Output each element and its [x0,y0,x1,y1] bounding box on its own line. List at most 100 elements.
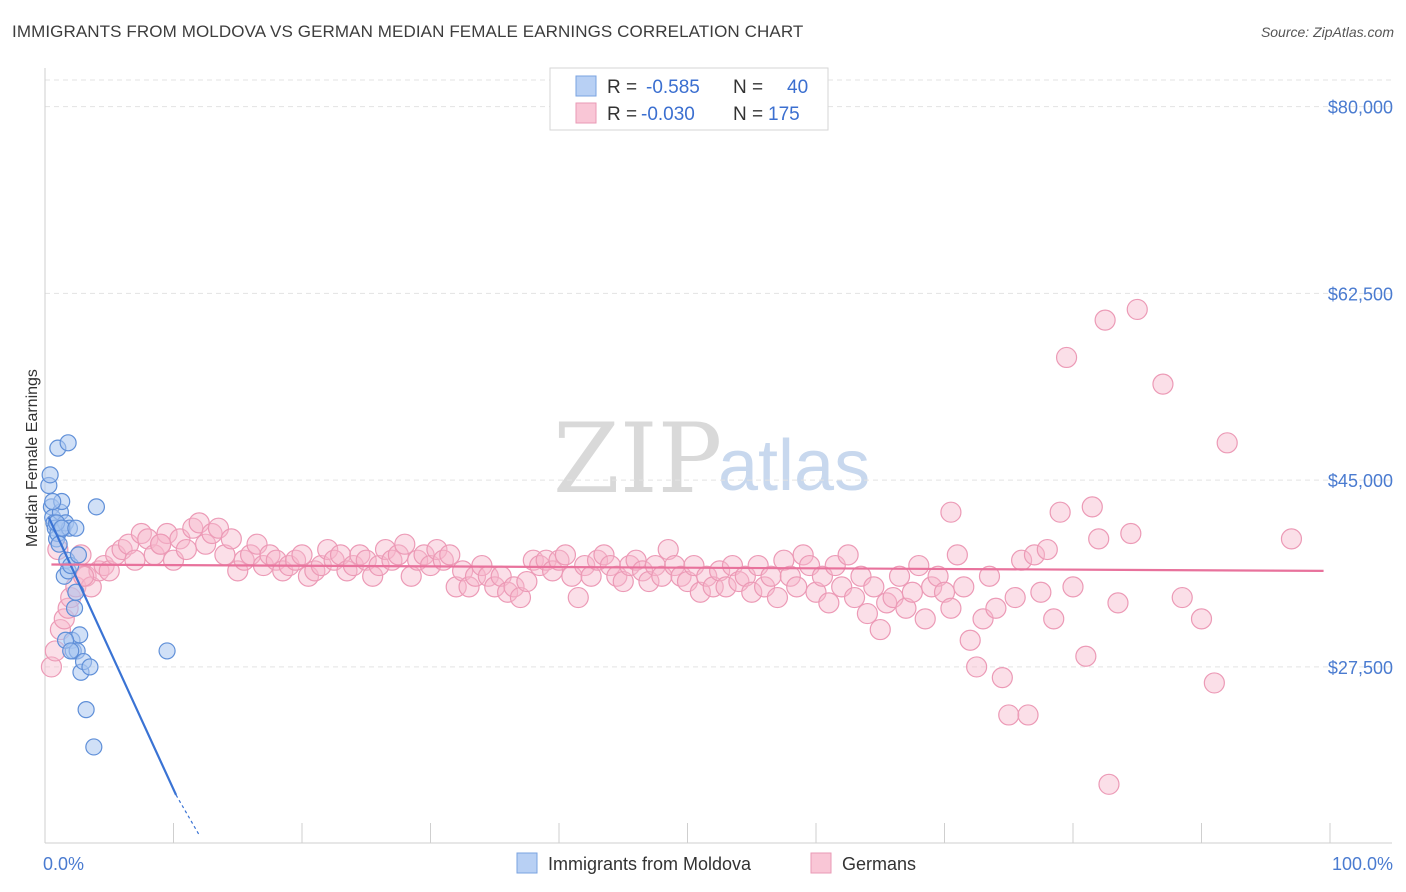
germans-point-96 [638,570,660,593]
germans-point-145 [953,576,975,598]
bottom-legend-label-moldova: Immigrants from Moldova [548,854,752,874]
moldova-point-27 [77,701,95,719]
germans-point-83 [554,544,577,566]
germans-point-152 [998,704,1020,726]
germans-point-97 [644,554,666,577]
chart-title: IMMIGRANTS FROM MOLDOVA VS GERMAN MEDIAN… [12,22,804,41]
germans-point-153 [1004,586,1026,609]
germans-point-118 [779,565,801,587]
correlation-legend: R = -0.585 N = 40 R = -0.030 N = 175 [549,67,829,131]
germans-point-165 [1088,528,1110,550]
germans-point-142 [933,581,956,603]
germans-point-106 [702,576,724,598]
germans-point-58 [394,533,416,555]
germans-point-158 [1036,538,1058,561]
moldova-point-29 [85,738,103,756]
germans-point-0 [40,656,63,678]
watermark-zip: ZIP [553,403,722,515]
moldova-point-20 [65,599,84,617]
germans-point-159 [1043,608,1065,630]
legend-n-label-2: N = [733,104,763,125]
germans-point-179 [150,533,172,555]
bottom-legend-label-germans: Germans [842,854,916,874]
germans-point-157 [1030,581,1052,603]
germans-point-85 [567,586,589,609]
moldova-point-37 [62,642,80,660]
germans-point-116 [766,586,789,609]
bottom-legend-swatch-pink [810,852,832,874]
moldova-point-39 [67,519,85,537]
germans-point-128 [843,586,866,609]
moldova-point-30 [87,498,106,516]
y-tick-label-2: $45,000 [1328,471,1393,491]
germans-point-167 [1098,773,1120,795]
x-tick-label-1: 100.0% [1332,854,1393,874]
germans-point-24 [175,538,197,561]
y-axis-label: Median Female Earnings [24,369,41,547]
germans-point-18 [137,528,159,550]
germans-point-65 [439,544,461,566]
germans-point-80 [535,549,557,571]
germans-point-163 [1075,645,1097,667]
trend-lines [47,517,1324,836]
germans-point-108 [715,576,737,598]
germans-point-16 [124,549,146,571]
germans-point-72 [484,576,506,598]
germans-point-136 [895,597,917,619]
germans-point-99 [657,538,679,561]
germans-point-132 [869,618,891,641]
germans-point-164 [1081,496,1103,518]
legend-swatch-blue [575,75,597,97]
moldova-point-32 [59,434,77,452]
germans-point-68 [458,576,480,598]
germans-points [40,298,1303,795]
germans-point-77 [516,570,538,593]
germans-point-161 [1055,346,1078,369]
series-legend: Immigrants from Moldova Germans [516,852,916,874]
watermark-atlas: atlas [718,426,870,506]
germans-point-131 [863,576,885,598]
germans-point-57 [387,544,409,566]
germans-point-124 [818,592,840,614]
germans-point-143 [940,597,962,619]
germans-point-100 [664,554,686,577]
germans-trend-line [51,563,1324,572]
germans-point-141 [927,565,949,587]
germans-point-130 [856,602,879,625]
legend-n-value-2: 175 [768,104,800,125]
germans-point-127 [837,544,859,566]
germans-point-75 [503,576,525,598]
germans-point-174 [1203,672,1225,694]
y-tick-labels: $80,000 $62,500 $45,000 $27,500 [1328,98,1393,678]
legend-r-label-1: R = [607,77,637,98]
germans-point-115 [760,565,782,587]
germans-point-27 [195,533,217,555]
legend-n-value-1: 40 [787,77,808,98]
germans-point-89 [593,544,615,566]
legend-r-label-2: R = [607,104,637,125]
moldova-point-23 [69,546,88,564]
germans-point-117 [773,549,795,571]
germans-point-95 [631,560,654,582]
germans-point-90 [599,554,622,577]
germans-point-119 [786,576,808,598]
germans-point-151 [991,666,1013,689]
axes [44,68,1392,844]
legend-r-value-1: -0.585 [646,77,700,98]
moldova-point-28 [81,658,99,676]
y-tick-label-0: $80,000 [1328,98,1393,118]
germans-point-160 [1049,501,1071,523]
germans-point-169 [1120,522,1142,545]
germans-point-180 [940,501,962,523]
germans-point-144 [946,544,968,566]
germans-point-92 [612,570,634,593]
moldova-point-1 [41,466,59,484]
moldova-trend-extension [175,794,200,836]
germans-point-31 [220,528,242,550]
germans-point-105 [696,565,718,587]
x-tick-labels: 0.0% 100.0% [43,854,1393,874]
germans-point-42 [291,544,313,566]
germans-point-46 [317,538,339,561]
germans-point-138 [908,554,930,577]
